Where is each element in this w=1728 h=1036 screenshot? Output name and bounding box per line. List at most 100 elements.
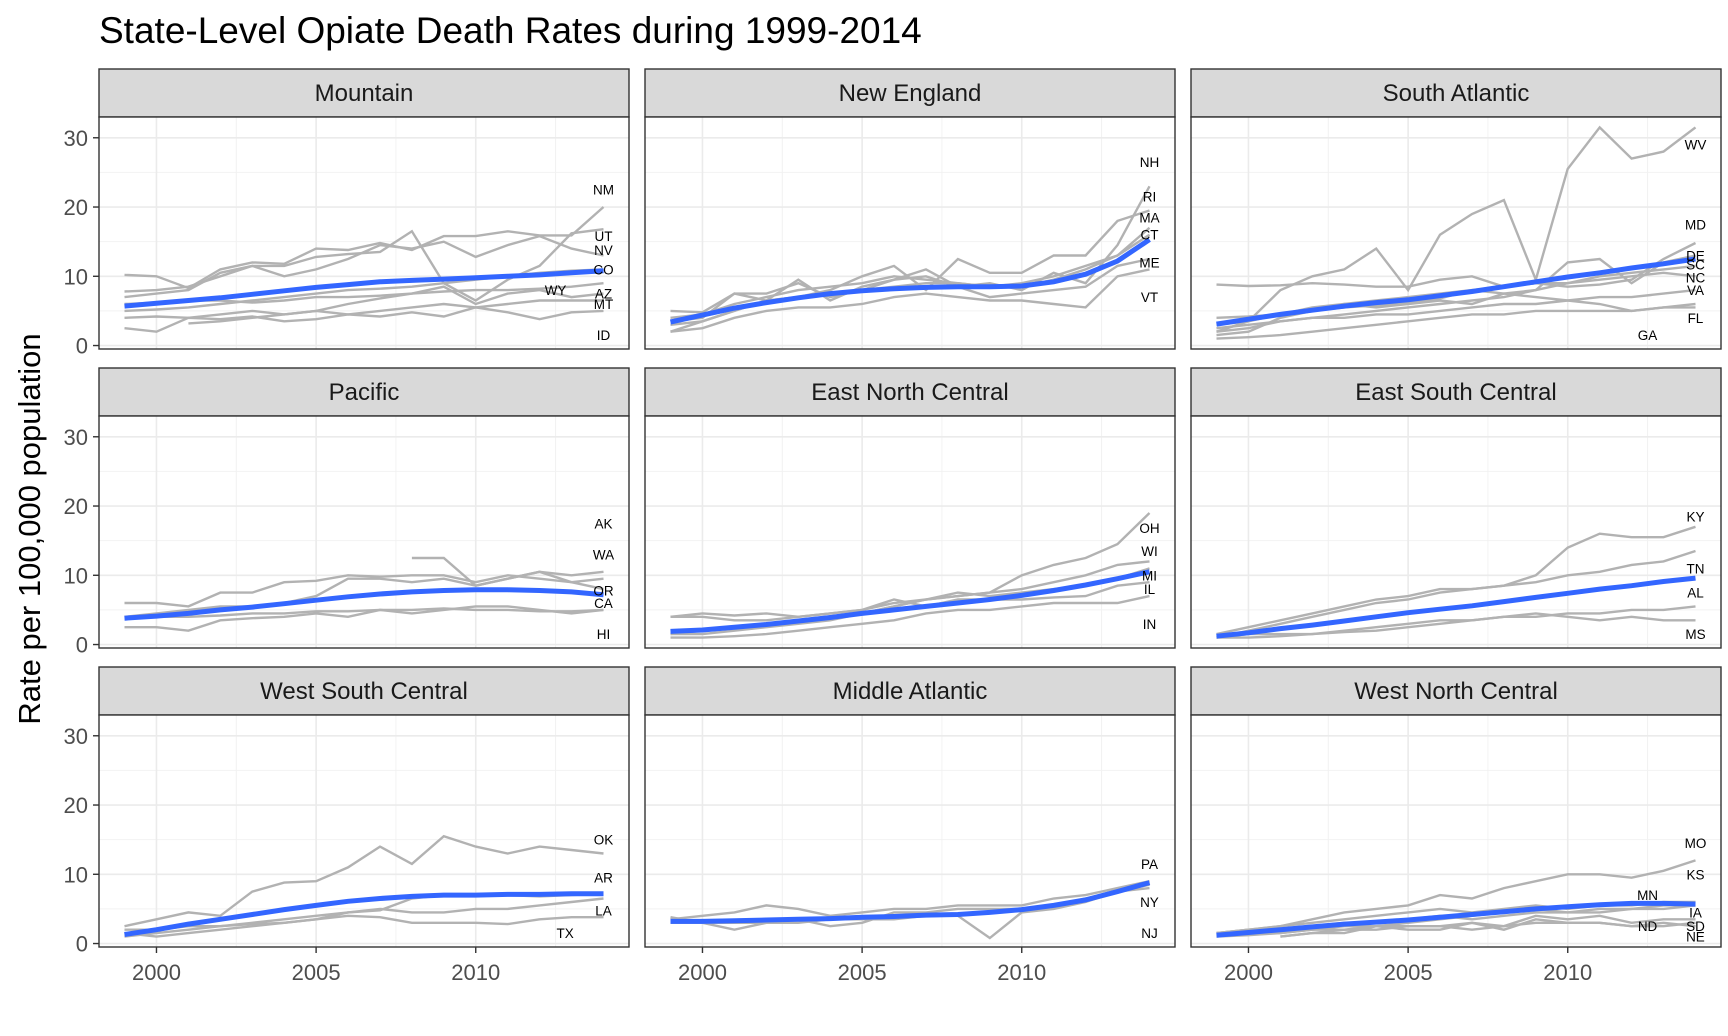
trend-line (124, 268, 604, 309)
panel-border (1190, 714, 1722, 948)
y-tick-label: 20 (64, 195, 88, 220)
state-label: MD (1685, 217, 1706, 232)
state-label: TN (1686, 561, 1704, 576)
state-label: MO (1685, 836, 1707, 851)
panel-background (1191, 416, 1721, 648)
state-label: OK (594, 833, 614, 848)
state-line (124, 605, 604, 632)
state-label: DE (1686, 249, 1705, 264)
state-label: ID (597, 328, 611, 343)
facet-strip-label: Middle Atlantic (833, 678, 988, 705)
state-label: CO (593, 262, 613, 277)
state-line (124, 607, 604, 618)
state-label: MN (1637, 888, 1658, 903)
state-line (670, 594, 1150, 639)
state-label: NE (1686, 930, 1705, 945)
state-line (1216, 288, 1696, 330)
state-label: NJ (1141, 926, 1158, 941)
facet-strip (644, 68, 1176, 118)
panel-background (99, 715, 629, 947)
y-axis-label: Rate per 100,000 population (12, 333, 47, 724)
trend-line (1216, 256, 1696, 327)
state-line (124, 574, 604, 608)
state-label: OH (1139, 521, 1159, 536)
panel-border (98, 116, 630, 350)
facet-strip-label: West South Central (260, 678, 468, 705)
panel-background (1191, 715, 1721, 947)
panel-border (1190, 415, 1722, 649)
panel-border (644, 415, 1176, 649)
state-label: ME (1139, 255, 1159, 270)
trend-line (670, 880, 1151, 924)
state-line (124, 897, 604, 938)
state-label: NY (1140, 895, 1159, 910)
state-label: MA (1139, 210, 1159, 225)
state-line (1216, 525, 1696, 636)
state-label: KY (1686, 509, 1704, 524)
y-tick-label: 0 (76, 334, 88, 359)
trend-line (1216, 575, 1696, 639)
facet-panel: Middle Atlantic PA NY NJ 2000 2005 2010 (644, 666, 1176, 985)
y-tick-label: 30 (64, 126, 88, 151)
state-label: MT (594, 297, 614, 312)
facet-strip-label: South Atlantic (1383, 80, 1530, 107)
state-label: MS (1685, 627, 1705, 642)
x-tick-label: 2000 (678, 960, 727, 985)
state-line (1280, 914, 1696, 938)
trend-line (1216, 900, 1696, 938)
state-line (1216, 918, 1696, 935)
state-label: WV (1685, 138, 1707, 153)
state-line (670, 268, 1150, 333)
state-line (124, 914, 604, 931)
state-line (1216, 859, 1696, 935)
facet-strip-label: Pacific (329, 379, 400, 406)
state-label: AZ (595, 287, 612, 302)
facet-strip-label: East South Central (1355, 379, 1556, 406)
facet-panel: West South Central OK AR LA TX 0 10 20 30 2000 200… (64, 666, 630, 985)
x-tick-label: 2010 (997, 960, 1046, 985)
state-label: CT (1140, 228, 1158, 243)
facet-panel: East South Central KY TN AL MS (1190, 367, 1722, 649)
facet-strip (1190, 367, 1722, 417)
state-label: WA (593, 548, 614, 563)
x-tick-label: 2005 (1384, 960, 1433, 985)
state-label: WY (545, 283, 567, 298)
panel-border (644, 714, 1176, 948)
facet-panel: New England NH RI MA CT ME VT (644, 68, 1176, 350)
x-tick-label: 2000 (132, 960, 181, 985)
state-label: LA (595, 903, 612, 918)
state-line (124, 570, 604, 618)
state-label: MI (1142, 568, 1157, 583)
panel-background (645, 416, 1175, 648)
state-label: VT (1141, 290, 1158, 305)
state-label: KS (1686, 867, 1704, 882)
trend-line (124, 587, 604, 621)
state-line (124, 299, 604, 320)
state-label: AK (594, 516, 612, 531)
y-tick-label: 30 (64, 724, 88, 749)
state-label: SD (1686, 919, 1705, 934)
y-tick-label: 10 (64, 264, 88, 289)
facet-strip (644, 666, 1176, 716)
panel-border (644, 116, 1176, 350)
state-label: OR (593, 584, 614, 599)
facet-strip (98, 367, 630, 417)
y-tick-label: 30 (64, 425, 88, 450)
x-tick-label: 2010 (1543, 960, 1592, 985)
state-line (670, 581, 1150, 622)
state-label: VA (1687, 283, 1704, 298)
x-tick-label: 2005 (838, 960, 887, 985)
trend-line (124, 891, 604, 937)
y-tick-label: 0 (76, 932, 88, 957)
trend-line (669, 237, 1151, 325)
facet-strip-label: East North Central (811, 379, 1008, 406)
facet-strip (644, 367, 1176, 417)
state-label: NC (1686, 271, 1706, 286)
panel-border (1190, 116, 1722, 350)
y-tick-label: 0 (76, 633, 88, 658)
